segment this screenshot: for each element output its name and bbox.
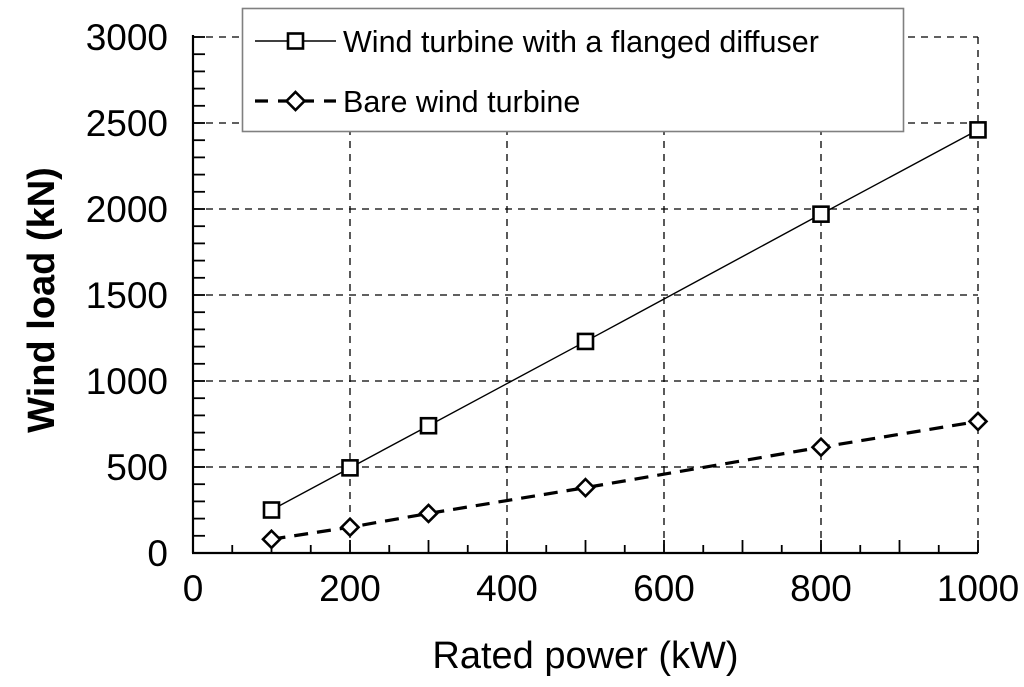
axis-ticks xyxy=(193,36,979,553)
y-axis-title: Wind load (kN) xyxy=(21,167,63,433)
series-line xyxy=(271,129,979,511)
data-point-marker xyxy=(419,416,438,435)
legend-label: Bare wind turbine xyxy=(343,85,580,119)
x-tick-label: 600 xyxy=(633,568,695,609)
data-point-marker xyxy=(575,477,596,498)
legend-sample-marker xyxy=(286,32,305,50)
data-point-marker xyxy=(418,503,439,524)
legend-item: Wind turbine with a flanged diffuser xyxy=(255,25,819,59)
data-point-marker xyxy=(341,459,359,477)
data-point-marker xyxy=(812,205,830,223)
y-tick-label: 2000 xyxy=(86,189,168,230)
series-line xyxy=(271,419,979,541)
x-tick-label: 0 xyxy=(183,568,204,609)
x-tick-label: 1000 xyxy=(937,568,1019,609)
legend-item: Bare wind turbine xyxy=(255,85,580,119)
y-tick-label: 500 xyxy=(106,447,168,488)
data-point-marker xyxy=(262,501,281,519)
data-point-marker xyxy=(339,516,361,538)
data-point-marker xyxy=(810,436,832,458)
data-point-marker xyxy=(576,332,595,351)
tick-labels: 0 200 400 600 800 1000 0 500 1000 1500 2000 2500 300… xyxy=(86,17,1019,609)
x-tick-label: 200 xyxy=(319,568,381,609)
data-point-marker xyxy=(967,411,989,432)
x-axis-title: Rated power (kW) xyxy=(432,635,738,677)
legend-sample-marker xyxy=(284,90,307,112)
legend-border xyxy=(241,7,905,133)
y-tick-label: 1500 xyxy=(86,275,168,316)
legend-label: Wind turbine with a flanged diffuser xyxy=(343,25,819,59)
series-bare-turbine xyxy=(261,411,989,550)
x-tick-label: 800 xyxy=(790,568,852,609)
data-point-marker xyxy=(261,528,282,550)
y-tick-label: 1000 xyxy=(86,361,168,402)
data-point-marker xyxy=(969,121,987,139)
y-tick-label: 0 xyxy=(147,533,168,574)
legend: Wind turbine with a flanged diffuser Bare… xyxy=(241,7,905,133)
y-tick-label: 2500 xyxy=(86,103,168,144)
y-tick-label: 3000 xyxy=(86,17,168,58)
x-tick-label: 400 xyxy=(476,568,538,609)
series-flanged-diffuser xyxy=(262,121,987,519)
